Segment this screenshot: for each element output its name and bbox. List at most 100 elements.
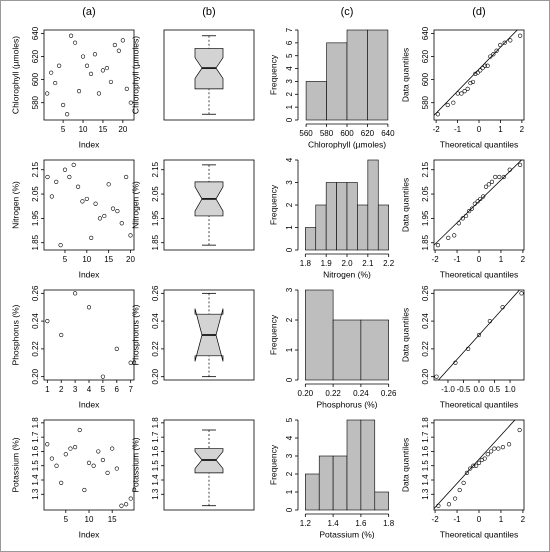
y-tick-label: 0.20: [421, 368, 430, 384]
panel-title: (a): [82, 6, 95, 18]
y-tick-label: 4: [285, 435, 294, 440]
x-tick-label: 1: [499, 255, 504, 264]
point: [75, 184, 81, 189]
point: [446, 502, 452, 507]
x-tick-label: 10: [82, 255, 91, 264]
point: [97, 216, 103, 221]
point: [500, 445, 506, 450]
point: [481, 194, 486, 199]
x-tick-label: 1: [45, 385, 50, 394]
panel-title: (b): [202, 6, 215, 18]
point: [506, 442, 512, 447]
point: [128, 360, 133, 365]
point: [58, 243, 63, 248]
point: [77, 427, 82, 433]
point: [445, 102, 450, 108]
y-axis-label: Chlorophyll (µmoles): [10, 36, 20, 114]
plot-frame: [163, 419, 255, 511]
point: [45, 91, 50, 96]
y-tick-label: 0: [285, 117, 294, 122]
point: [453, 360, 458, 365]
point: [489, 179, 495, 184]
hist-bar: [318, 455, 334, 511]
y-tick-label: 1.7: [31, 431, 40, 443]
point: [68, 446, 73, 451]
point: [105, 470, 110, 475]
point: [45, 174, 50, 180]
point: [100, 68, 106, 73]
point: [491, 52, 496, 57]
x-tick-label: 20: [126, 255, 135, 264]
x-axis-label: Theoretical quantiles: [440, 269, 518, 279]
x-tick-label: 5: [61, 125, 66, 134]
point: [124, 86, 129, 91]
x-tick-label: 0.5: [489, 385, 501, 394]
y-tick-label: 640: [31, 26, 40, 40]
x-tick-label: 1.6: [355, 519, 367, 528]
x-tick-label: -1: [453, 515, 461, 524]
y-tick-label: 1: [285, 347, 294, 352]
point: [472, 201, 477, 206]
y-axis-label: Phosphorus (%): [10, 304, 20, 365]
x-tick-label: 0.20: [298, 389, 314, 398]
plot-frame: [163, 289, 255, 381]
point: [497, 174, 502, 180]
point: [488, 54, 493, 59]
plot-frame: [43, 29, 135, 121]
point: [474, 463, 479, 468]
x-axis-label: Theoretical quantiles: [440, 529, 518, 539]
y-tick-label: 0: [285, 377, 294, 382]
y-tick-label: 620: [31, 49, 40, 63]
point: [518, 33, 523, 38]
point: [482, 63, 488, 68]
point: [59, 480, 64, 485]
y-tick-label: 0.20: [31, 368, 40, 384]
point: [485, 452, 490, 457]
point: [501, 174, 506, 180]
hist-bar: [367, 29, 389, 121]
panel: Index Nitrogen (%) 1.85 1.95 2.05 2.15 5 10 15 20: [10, 159, 136, 279]
point: [120, 38, 125, 43]
y-tick-label: 1: [285, 489, 294, 494]
x-axis-label: Index: [79, 399, 101, 409]
y-axis-label: Potassium (%): [10, 437, 20, 492]
point: [462, 89, 467, 94]
x-tick-label: 10: [79, 125, 88, 134]
x-axis-label: Index: [79, 139, 101, 149]
y-tick-label: 0.26: [421, 285, 430, 301]
y-tick-label: 2: [285, 317, 294, 322]
y-tick-label: 600: [31, 72, 40, 86]
y-tick-label: 6: [285, 40, 294, 45]
point: [436, 503, 441, 508]
point: [104, 65, 110, 71]
y-axis-label: Phosphorus (%): [130, 304, 140, 365]
panel-title: (c): [341, 6, 354, 18]
qq-line: [434, 420, 516, 509]
y-axis-label: Data quantiles: [400, 178, 410, 232]
y-tick-label: 2: [285, 202, 294, 207]
x-tick-label: 600: [340, 129, 354, 138]
qq-line: [437, 290, 521, 380]
hist-bar: [305, 81, 327, 121]
clip-group: [437, 290, 521, 380]
x-tick-label: 15: [104, 255, 113, 264]
point: [72, 40, 78, 45]
x-tick-label: 560: [299, 129, 313, 138]
y-axis-label: Frequency: [268, 444, 278, 485]
point: [49, 194, 54, 199]
y-axis-label: Frequency: [268, 54, 278, 95]
point: [128, 100, 133, 105]
y-tick-label: 1.5: [31, 460, 40, 472]
y-tick-label: 5: [285, 417, 294, 422]
point: [93, 201, 98, 206]
point: [106, 182, 111, 187]
point: [461, 480, 466, 485]
point: [467, 208, 472, 214]
point: [73, 291, 78, 296]
x-tick-label: 2.0: [341, 259, 353, 268]
x-tick-label: 0: [477, 515, 482, 524]
hist-bar: [346, 419, 362, 511]
y-axis-label: Frequency: [268, 314, 278, 355]
hist-bar: [315, 204, 327, 251]
